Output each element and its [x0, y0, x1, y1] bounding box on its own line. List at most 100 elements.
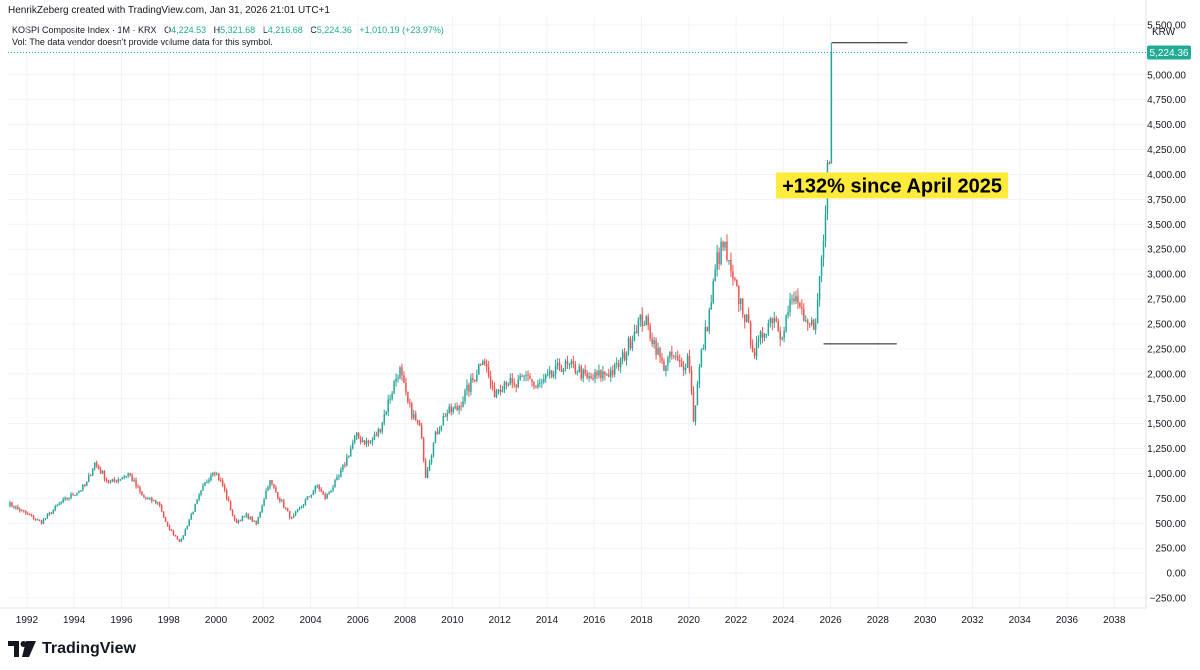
candle-body [805, 320, 807, 322]
candle-body [314, 486, 317, 492]
candle-body [192, 511, 194, 515]
last-price-label: 5,224.36 [1150, 48, 1189, 59]
candle-body [82, 484, 84, 491]
candle-body [785, 315, 787, 332]
candle-body [279, 498, 281, 502]
candle-body [460, 406, 462, 408]
candle-body [621, 352, 624, 359]
candle-body [200, 490, 202, 495]
candle-body [283, 500, 285, 508]
candle-body [803, 308, 805, 321]
candle-body [635, 331, 638, 334]
candle-body [736, 279, 738, 287]
candle-body [639, 314, 642, 320]
candle-body [151, 497, 153, 502]
candle-body [397, 377, 399, 379]
candle-body [415, 414, 417, 421]
candle-body [491, 385, 494, 388]
candle-body [135, 480, 137, 487]
candle-body [742, 298, 744, 315]
candle-body [107, 480, 110, 483]
candle-body [166, 521, 169, 526]
candle-body [497, 389, 500, 391]
candle-body [625, 352, 628, 361]
candle-body [743, 314, 746, 322]
candle-body [418, 422, 421, 426]
candle-body [332, 487, 334, 491]
candle-body [751, 344, 754, 352]
candle-body [141, 491, 143, 496]
y-tick-label: 1,000.00 [1147, 469, 1186, 480]
candle-body [97, 465, 100, 469]
candle-body [36, 519, 39, 521]
candle-body [499, 389, 502, 392]
candle-body [257, 516, 259, 525]
candle-body [308, 496, 311, 498]
tradingview-logo: TradingView [8, 640, 136, 658]
candle-body [281, 500, 283, 502]
candle-body [174, 534, 177, 537]
candle-body [779, 330, 781, 340]
candle-body [749, 322, 752, 345]
candle-body [340, 469, 342, 477]
candle-body [239, 520, 242, 522]
candle-body [164, 517, 167, 522]
candle-body [495, 390, 498, 398]
x-tick-label: 2020 [678, 615, 701, 626]
candle-body [586, 373, 588, 378]
candle-body [168, 525, 171, 531]
y-tick-label: 3,000.00 [1147, 270, 1186, 281]
candle-body [545, 375, 547, 379]
candle-body [235, 519, 238, 523]
candle-body [387, 399, 389, 412]
candle-body [724, 241, 726, 248]
candle-body [452, 408, 454, 413]
x-tick-label: 1994 [63, 615, 86, 626]
price-chart[interactable]: −250.00 0.00 250.00 500.00 750.00 1,000.00 1,2… [0, 0, 1200, 640]
candle-body [377, 429, 380, 436]
candle-body [641, 314, 644, 326]
candle-body [225, 490, 228, 499]
x-tick-label: 2000 [205, 615, 228, 626]
candle-body [208, 480, 210, 482]
y-tick-label: 5,000.00 [1147, 70, 1186, 81]
candle-body [525, 374, 527, 376]
candle-body [145, 497, 147, 499]
annotation-highlight [776, 172, 1009, 199]
candle-body [730, 259, 732, 272]
y-tick-label: 4,250.00 [1147, 145, 1186, 156]
candle-body [771, 318, 774, 323]
candle-body [284, 507, 287, 509]
candle-body [511, 378, 514, 383]
candle-body [263, 499, 265, 506]
candle-body [286, 508, 289, 511]
candle-body [708, 309, 711, 332]
candle-body [170, 530, 173, 532]
candle-body [728, 259, 730, 261]
candle-body [487, 366, 490, 377]
candle-body [580, 366, 582, 379]
candle-body [610, 370, 612, 377]
candle-body [493, 387, 496, 398]
candle-body [72, 493, 74, 496]
close-label: C [310, 25, 317, 35]
candle-body [88, 475, 90, 482]
candle-body [381, 422, 384, 432]
candle-body [816, 299, 819, 323]
symbol-name[interactable]: KOSPI Composite Index · 1M · KRX [12, 25, 157, 35]
open-value: 4,224.53 [171, 25, 207, 35]
high-label: H [213, 25, 221, 35]
x-tick-label: 2032 [961, 615, 984, 626]
candle-body [385, 411, 387, 415]
chart-credit: HenrikZeberg created with TradingView.co… [8, 5, 330, 16]
candle-body [424, 460, 427, 478]
candle-body [255, 520, 257, 525]
candle-body [501, 389, 504, 392]
candle-body [294, 512, 297, 516]
candle-body [206, 481, 208, 483]
candle-body [50, 512, 53, 514]
candle-body [420, 425, 423, 439]
candle-body [470, 378, 472, 392]
candle-body [365, 440, 368, 445]
y-tick-label: 5,500.00 [1147, 20, 1186, 31]
